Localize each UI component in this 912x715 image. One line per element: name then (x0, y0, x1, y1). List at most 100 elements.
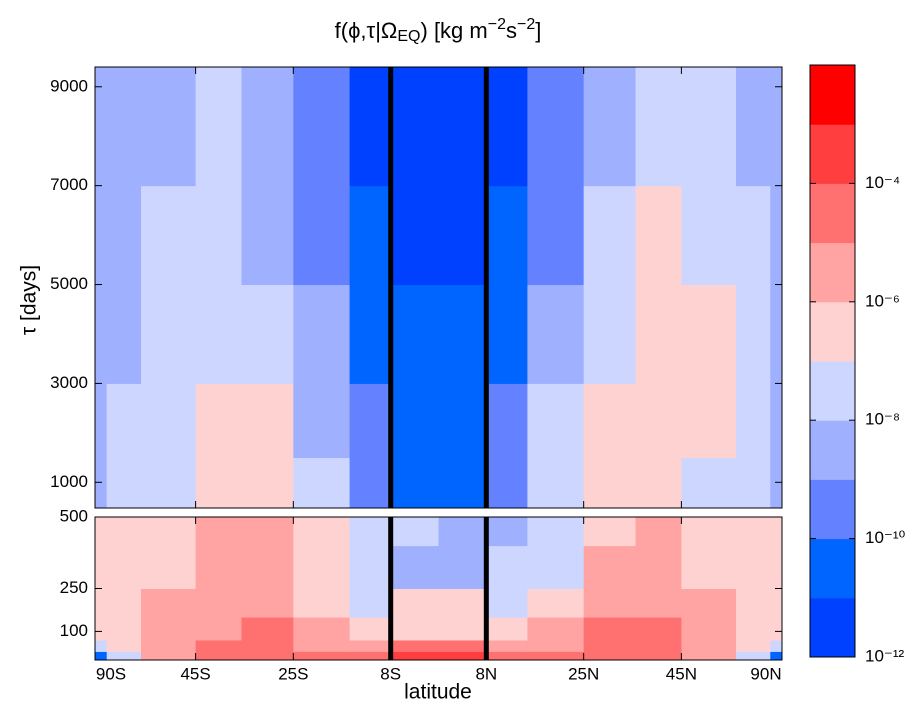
heatmap-cell (241, 639, 294, 652)
heatmap-cell (241, 284, 294, 384)
heatmap-cell (735, 545, 771, 589)
heatmap-cell (527, 67, 585, 187)
heatmap-cell (583, 185, 637, 286)
colorbar-band (810, 183, 855, 244)
y-tick-label: 500 (60, 506, 88, 525)
heatmap-cell (438, 588, 487, 618)
heatmap-cell (735, 185, 771, 286)
heatmap-cell (390, 651, 439, 661)
x-tick-label: 8S (380, 664, 401, 683)
heatmap-cell (390, 639, 439, 652)
heatmap-cell (486, 185, 528, 286)
title-part: ] (535, 18, 541, 43)
heatmap-cell (681, 383, 737, 459)
heatmap-cell (95, 383, 108, 459)
heatmap-cell (635, 383, 682, 459)
heatmap-cell (735, 517, 771, 547)
heatmap-cell (349, 67, 392, 187)
heatmap-cell (349, 517, 392, 547)
colorbar-band (810, 124, 855, 184)
heatmap-cell (486, 651, 528, 661)
heatmap-cell (486, 383, 528, 459)
heatmap-cell (390, 185, 439, 286)
y-tick-label: 5000 (50, 274, 88, 293)
colorbar-tick-label: 10⁻¹² (865, 646, 905, 665)
x-tick-label: 45S (180, 664, 210, 683)
heatmap-cell (527, 617, 585, 641)
heatmap-cell (635, 67, 682, 187)
heatmap-cell (293, 185, 351, 286)
y-tick-label: 1000 (50, 472, 88, 491)
heatmap-cell (583, 383, 637, 459)
y-tick-label: 7000 (50, 175, 88, 194)
heatmap-cell (241, 383, 294, 459)
colorbar-tick-label: 10⁻⁶ (865, 291, 900, 310)
heatmap-cell (390, 67, 439, 187)
title-part: −2 (517, 16, 535, 33)
y-axis-label: τ [days] (18, 265, 41, 335)
title-part: f(ϕ,τ|Ω (335, 18, 398, 43)
heatmap-cell (141, 588, 197, 618)
x-tick-label: 25N (568, 664, 599, 683)
y-tick-label: 3000 (50, 373, 88, 392)
heatmap-cell (106, 639, 142, 652)
heatmap-cell (635, 284, 682, 384)
heatmap-cell (106, 588, 142, 618)
heatmap-cell (486, 457, 528, 509)
heatmap-cell (293, 383, 351, 459)
x-tick-label: 90N (750, 664, 781, 683)
heatmap-cell (141, 639, 197, 652)
heatmap-cell (293, 67, 351, 187)
colorbar-tick-label: 10⁻⁸ (865, 410, 900, 429)
heatmap-cell (681, 639, 737, 652)
heatmap-cell (770, 67, 783, 187)
heatmap-cell (241, 67, 294, 187)
heatmap-cell (583, 284, 637, 384)
heatmap-cell (241, 588, 294, 618)
heatmap-cell (95, 588, 108, 618)
heatmap-cell (390, 545, 439, 589)
heatmap-cell (635, 185, 682, 286)
heatmap-cell (770, 545, 783, 589)
heatmap-cell (95, 651, 108, 661)
heatmap-cell (106, 284, 142, 384)
heatmap-cell (527, 588, 585, 618)
heatmap-cell (486, 545, 528, 589)
colorbar-tick-label: 10⁻¹⁰ (865, 528, 906, 547)
heatmap-cell (681, 457, 737, 509)
heatmap-cell (583, 545, 637, 589)
heatmap-cell (349, 383, 392, 459)
heatmap-cell (438, 383, 487, 459)
heatmap-cell (349, 185, 392, 286)
heatmap-cell (527, 185, 585, 286)
heatmap-cell (141, 457, 197, 509)
heatmap-cell (438, 67, 487, 187)
heatmap-cell (583, 617, 637, 641)
heatmap-cell (106, 545, 142, 589)
heatmap-cell (195, 617, 242, 641)
heatmap-cell (106, 383, 142, 459)
heatmap-cell (527, 284, 585, 384)
heatmap-cell (527, 517, 585, 547)
colorbar-band (810, 361, 855, 421)
heatmap-cell (95, 185, 108, 286)
colorbar-band (810, 597, 855, 658)
heatmap-cell (770, 284, 783, 384)
heatmap-cell (106, 651, 142, 661)
heatmap-cell (95, 67, 108, 187)
heatmap-cell (293, 617, 351, 641)
heatmap-cell (293, 545, 351, 589)
heatmap-cell (106, 67, 142, 187)
panel-frame (94, 66, 783, 509)
heatmap-cell (241, 185, 294, 286)
heatmap-cell (635, 457, 682, 509)
heatmap-cell (95, 545, 108, 589)
heatmap-cell (141, 545, 197, 589)
heatmap-cell (527, 651, 585, 661)
heatmap-cell (241, 617, 294, 641)
heatmap-cell (583, 651, 637, 661)
heatmap-cell (195, 639, 242, 652)
heatmap-cell (486, 617, 528, 641)
heatmap-cell (583, 67, 637, 187)
